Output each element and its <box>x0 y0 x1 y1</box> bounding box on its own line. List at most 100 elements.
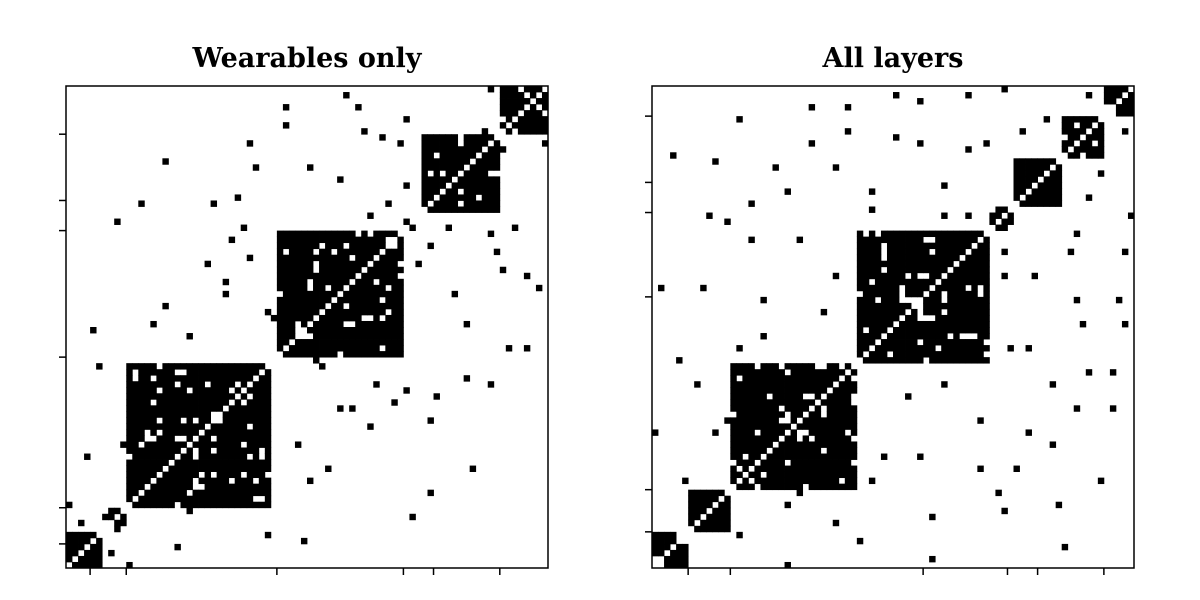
left-matrix-cell <box>138 423 145 430</box>
right-matrix-cell <box>983 308 990 316</box>
right-matrix-cell <box>1109 86 1117 93</box>
left-matrix-cell <box>529 116 537 123</box>
right-matrix-cell <box>742 369 749 376</box>
right-matrix-cell <box>778 465 785 472</box>
left-matrix-cell <box>210 405 218 412</box>
left-matrix-cell <box>487 176 495 183</box>
left-matrix-cell <box>294 441 302 448</box>
left-matrix-cell <box>379 320 386 328</box>
right-matrix-cell <box>718 489 725 497</box>
right-matrix-cell <box>814 471 822 479</box>
left-matrix-cell <box>204 453 211 460</box>
right-matrix-cell <box>658 549 665 557</box>
right-matrix-cell <box>664 561 671 569</box>
right-matrix-cell <box>784 375 791 382</box>
right-matrix-cell <box>880 308 888 316</box>
right-matrix-cell <box>965 351 972 358</box>
left-matrix-cell <box>150 453 157 460</box>
left-matrix-cell <box>162 447 169 454</box>
left-matrix-cell <box>234 363 242 370</box>
left-matrix-cell <box>331 284 338 292</box>
right-matrix-cell <box>796 363 804 370</box>
right-matrix-cell <box>718 513 725 521</box>
left-matrix-cell <box>319 272 326 280</box>
left-matrix-cell <box>493 152 501 159</box>
right-matrix-cell <box>838 417 846 424</box>
right-matrix-cell <box>935 357 942 364</box>
right-matrix-cell <box>941 212 948 219</box>
left-matrix-cell <box>463 134 471 141</box>
left-matrix-cell <box>294 290 302 298</box>
left-matrix-cell <box>204 393 211 400</box>
right-matrix-cell <box>941 278 948 286</box>
left-matrix-cell <box>529 122 537 129</box>
right-matrix-cell <box>953 230 960 238</box>
right-matrix-cell <box>899 351 906 358</box>
left-matrix-cell <box>517 98 525 105</box>
right-matrix-cell <box>772 459 779 466</box>
left-matrix-cell <box>132 381 139 388</box>
right-matrix-cell <box>814 375 822 382</box>
right-matrix-cell <box>880 272 888 280</box>
left-matrix-cell <box>319 296 326 304</box>
left-matrix-cell <box>282 242 290 250</box>
right-matrix-cell <box>1097 146 1105 153</box>
right-matrix-cell <box>796 399 804 406</box>
left-matrix-cell <box>355 254 362 262</box>
right-matrix-cell <box>977 272 984 280</box>
right-matrix-cell <box>862 302 870 310</box>
left-matrix-cell <box>126 405 133 412</box>
right-matrix-cell <box>778 369 785 376</box>
left-matrix-cell <box>132 501 139 509</box>
left-matrix-cell <box>349 308 356 316</box>
left-matrix-cell <box>246 435 254 442</box>
right-matrix-cell <box>874 345 882 352</box>
right-matrix-cell <box>977 296 984 304</box>
left-matrix-cell <box>469 188 477 195</box>
right-matrix-cell <box>664 555 671 563</box>
left-matrix-cell <box>240 447 248 454</box>
right-matrix-cell <box>832 417 840 424</box>
right-matrix-cell <box>736 435 743 442</box>
right-matrix-cell <box>772 387 779 394</box>
right-matrix-cell <box>971 302 978 310</box>
left-matrix-cell <box>264 435 272 442</box>
right-matrix-cell <box>826 471 834 479</box>
right-matrix-cell <box>706 501 713 509</box>
left-matrix-cell <box>325 266 332 274</box>
left-matrix-cell <box>192 423 199 430</box>
right-matrix-cell <box>724 495 731 503</box>
left-matrix-cell <box>216 495 224 503</box>
left-matrix-cell <box>264 399 272 406</box>
left-matrix-cell <box>367 333 374 340</box>
left-matrix-cell <box>300 260 308 268</box>
right-matrix-cells <box>652 86 1135 569</box>
right-matrix-cell <box>856 236 864 244</box>
left-matrix-cell <box>385 302 392 310</box>
right-matrix-cell <box>1127 110 1135 117</box>
left-matrix-cell <box>349 230 356 238</box>
right-matrix-cell <box>652 531 659 539</box>
left-matrix-cell <box>252 387 260 394</box>
left-matrix-cell <box>132 423 139 430</box>
left-matrix-cell <box>487 188 495 195</box>
right-matrix-cell <box>959 320 966 328</box>
right-matrix-cell <box>760 393 767 400</box>
right-matrix-cell <box>730 423 737 430</box>
right-matrix-cell <box>832 459 840 466</box>
left-matrix-cell <box>252 399 260 406</box>
right-matrix-cell <box>953 272 960 280</box>
right-matrix-cell <box>1091 116 1099 123</box>
left-matrix-cell <box>264 531 272 539</box>
left-matrix-cell <box>132 399 139 406</box>
right-matrix-cell <box>730 393 737 400</box>
left-matrix-cell <box>234 387 242 394</box>
left-matrix-cell <box>222 441 230 448</box>
left-matrix-cell <box>397 278 404 286</box>
right-matrix-cell <box>742 363 749 370</box>
left-matrix-cell <box>144 405 151 412</box>
left-matrix-cell <box>331 236 338 244</box>
right-matrix-cell <box>929 296 936 304</box>
left-matrix-cell <box>168 393 175 400</box>
left-matrix-cell <box>427 176 434 183</box>
